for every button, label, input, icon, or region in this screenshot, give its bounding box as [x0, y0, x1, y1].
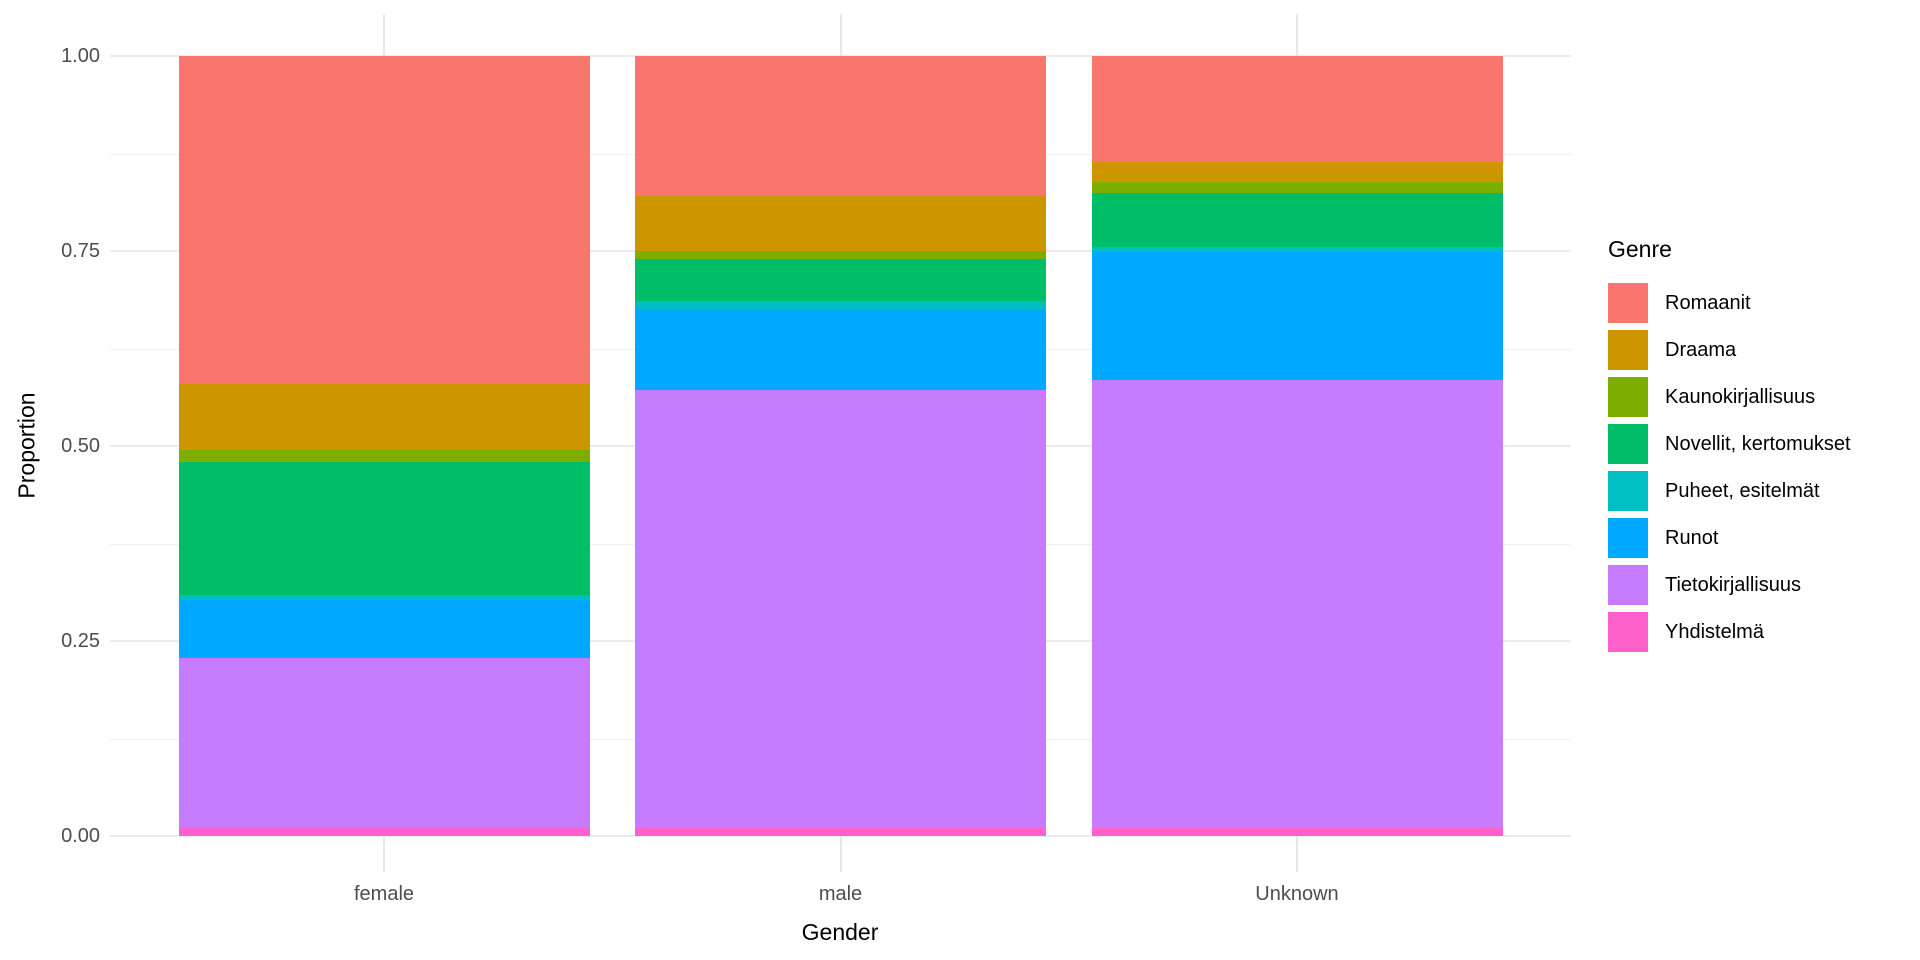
bar-segment-Unknown-Draama	[1091, 162, 1503, 183]
legend-label: Yhdistelmä	[1665, 620, 1764, 643]
bar-segment-female-Runot	[178, 600, 590, 659]
y-tick-label-0.50: 0.50	[61, 435, 100, 457]
legend-item-Romaanit: Romaanit	[1608, 283, 1908, 323]
x-tick-label-Unknown: Unknown	[1255, 883, 1339, 905]
bar-segment-male-Runot	[635, 308, 1046, 390]
bar-segment-female-Tietokirjallisuus	[178, 658, 590, 827]
legend-swatch-Yhdistelmä	[1608, 612, 1648, 652]
y-axis-title: Proportion	[13, 392, 40, 499]
bar-segment-Unknown-Novellit, kertomukset	[1091, 193, 1503, 248]
y-tick-label-0.25: 0.25	[61, 630, 100, 652]
legend-item-Tietokirjallisuus: Tietokirjallisuus	[1608, 565, 1908, 605]
bar-male	[635, 56, 1046, 836]
plot-panel	[110, 14, 1571, 872]
bar-segment-female-Romaanit	[178, 56, 590, 384]
legend-items: Romaanit Draama Kaunokirjallisuus Novellit,…	[1608, 283, 1908, 652]
legend: Genre Romaanit Draama Kaunokirjallisuus Nov…	[1608, 236, 1908, 659]
y-tick-label-1.00: 1.00	[61, 45, 100, 67]
legend-swatch-Novellit, kertomukset	[1608, 424, 1648, 464]
legend-item-Draama: Draama	[1608, 330, 1908, 370]
bar-segment-male-Tietokirjallisuus	[635, 389, 1046, 829]
bar-segment-male-Novellit, kertomukset	[635, 258, 1046, 301]
legend-label: Romaanit	[1665, 291, 1751, 314]
legend-label: Tietokirjallisuus	[1665, 573, 1801, 596]
legend-title: Genre	[1608, 236, 1672, 262]
legend-item-Kaunokirjallisuus: Kaunokirjallisuus	[1608, 377, 1908, 417]
legend-swatch-Kaunokirjallisuus	[1608, 377, 1648, 417]
legend-item-Novellit, kertomukset: Novellit, kertomukset	[1608, 424, 1908, 464]
bar-Unknown	[1091, 56, 1503, 836]
bar-segment-male-Kaunokirjallisuus	[635, 251, 1046, 259]
x-axis-title: Gender	[801, 919, 879, 945]
bar-segment-Unknown-Runot	[1091, 251, 1503, 380]
legend-label: Runot	[1665, 526, 1719, 549]
legend-item-Yhdistelmä: Yhdistelmä	[1608, 612, 1908, 652]
legend-label: Novellit, kertomukset	[1665, 432, 1851, 455]
bar-segment-female-Draama	[178, 383, 590, 450]
bar-segment-female-Puheet, esitelmät	[178, 594, 590, 601]
legend-swatch-Runot	[1608, 518, 1648, 558]
legend-swatch-Romaanit	[1608, 283, 1648, 323]
y-tick-label-0.75: 0.75	[61, 240, 100, 262]
bar-segment-Unknown-Puheet, esitelmät	[1091, 247, 1503, 252]
bar-segment-Unknown-Yhdistelmä	[1091, 828, 1503, 836]
bar-segment-male-Romaanit	[635, 56, 1046, 196]
bar-segment-Unknown-Kaunokirjallisuus	[1091, 182, 1503, 194]
bar-segment-Unknown-Romaanit	[1091, 56, 1503, 163]
legend-swatch-Draama	[1608, 330, 1648, 370]
x-tick-label-male: male	[818, 883, 863, 905]
bar-segment-male-Puheet, esitelmät	[635, 300, 1046, 309]
bar-segment-female-Novellit, kertomukset	[178, 461, 590, 595]
bar-female	[178, 56, 590, 836]
bar-segment-male-Draama	[635, 195, 1046, 251]
x-tick-label-female: female	[353, 883, 415, 905]
legend-swatch-Puheet, esitelmät	[1608, 471, 1648, 511]
bar-segment-female-Yhdistelmä	[178, 826, 590, 836]
legend-label: Draama	[1665, 338, 1737, 361]
bar-segment-male-Yhdistelmä	[635, 828, 1046, 836]
bar-segment-Unknown-Tietokirjallisuus	[1091, 379, 1503, 829]
legend-item-Puheet, esitelmät: Puheet, esitelmät	[1608, 471, 1908, 511]
legend-label: Puheet, esitelmät	[1665, 479, 1820, 502]
legend-item-Runot: Runot	[1608, 518, 1908, 558]
legend-swatch-Tietokirjallisuus	[1608, 565, 1648, 605]
bar-segment-female-Kaunokirjallisuus	[178, 449, 590, 462]
y-tick-label-0.00: 0.00	[61, 825, 100, 847]
legend-label: Kaunokirjallisuus	[1665, 385, 1816, 408]
